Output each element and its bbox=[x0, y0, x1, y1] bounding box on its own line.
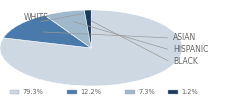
Wedge shape bbox=[84, 10, 91, 48]
FancyBboxPatch shape bbox=[10, 90, 19, 94]
FancyBboxPatch shape bbox=[67, 90, 77, 94]
Text: WHITE: WHITE bbox=[24, 14, 49, 22]
Text: 7.3%: 7.3% bbox=[138, 89, 155, 95]
Wedge shape bbox=[3, 15, 91, 48]
Text: HISPANIC: HISPANIC bbox=[173, 46, 208, 54]
Text: BLACK: BLACK bbox=[173, 57, 198, 66]
Text: 1.2%: 1.2% bbox=[181, 89, 198, 95]
Wedge shape bbox=[45, 10, 91, 48]
Text: 79.3%: 79.3% bbox=[23, 89, 44, 95]
FancyBboxPatch shape bbox=[125, 90, 134, 94]
Text: 12.2%: 12.2% bbox=[80, 89, 102, 95]
FancyBboxPatch shape bbox=[168, 90, 178, 94]
Text: ASIAN: ASIAN bbox=[173, 34, 196, 42]
Wedge shape bbox=[0, 10, 182, 86]
